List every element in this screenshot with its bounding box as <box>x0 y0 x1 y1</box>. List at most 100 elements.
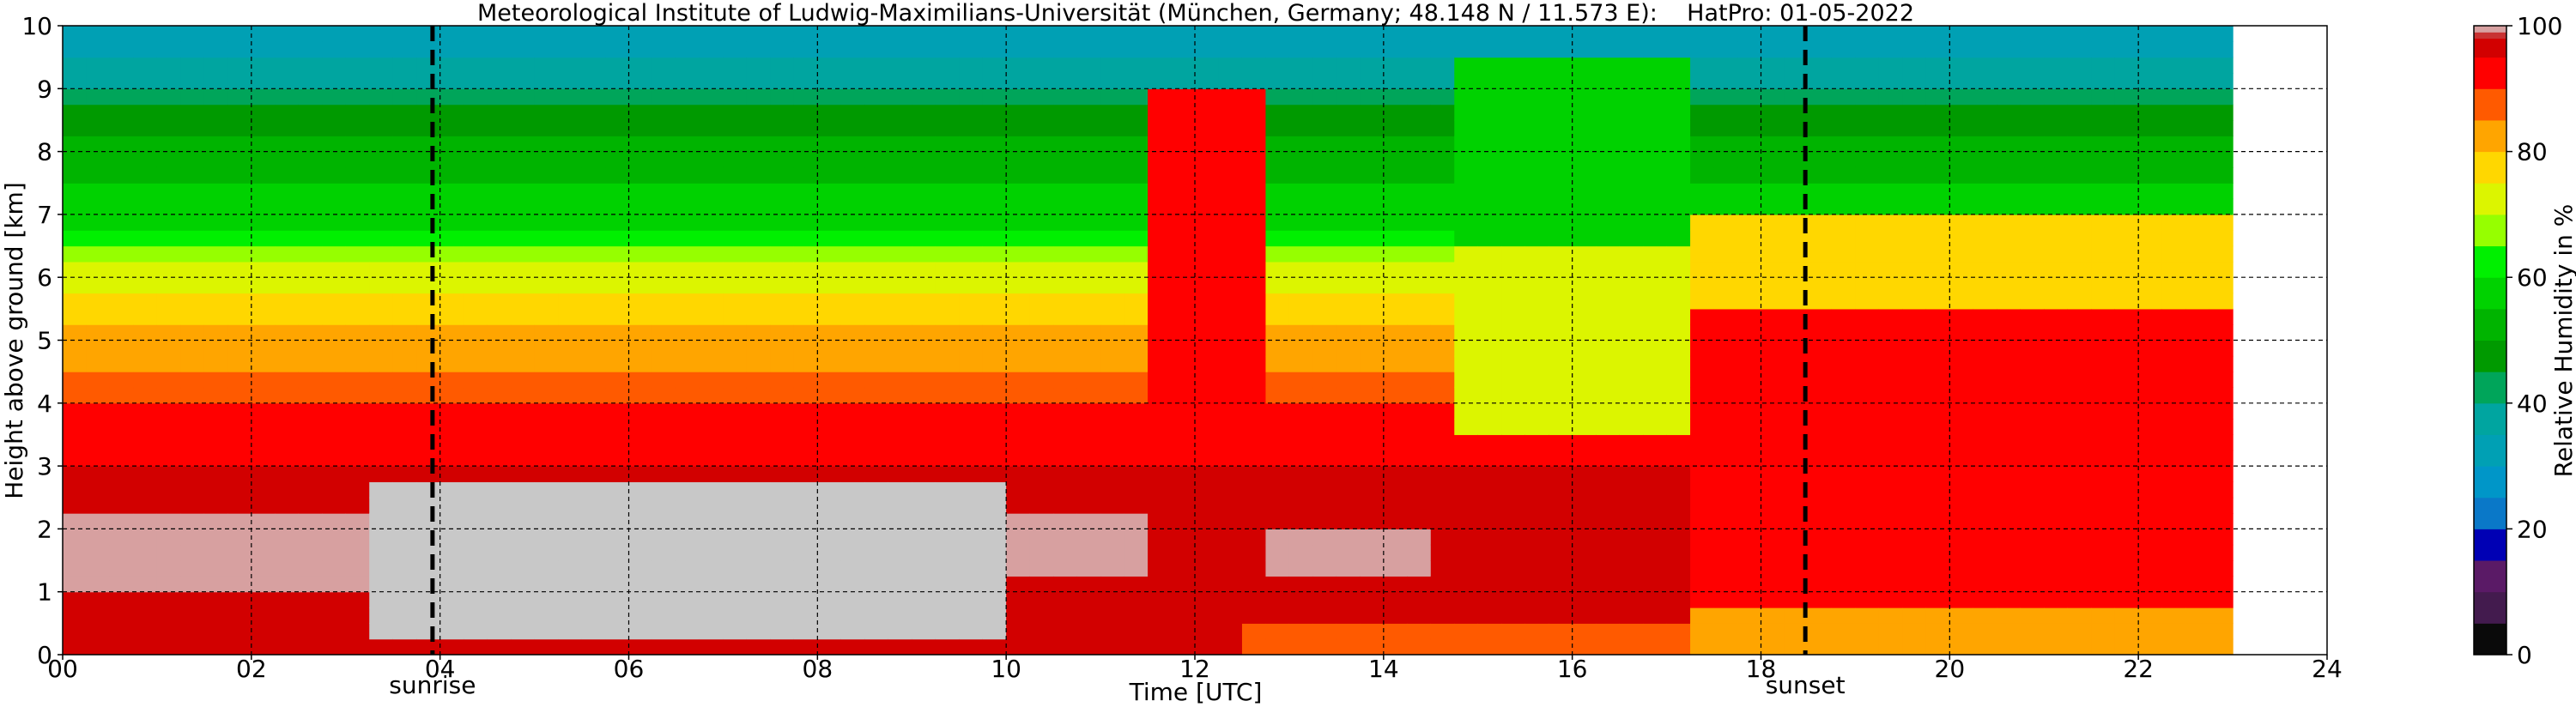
heatmap-cell <box>109 261 135 278</box>
heatmap-cell <box>534 293 559 310</box>
heatmap-cell <box>2067 88 2092 106</box>
heatmap-cell <box>1076 26 1101 42</box>
heatmap-cell <box>1006 576 1031 593</box>
heatmap-cell <box>1148 387 1173 404</box>
heatmap-cell <box>2209 340 2234 357</box>
heatmap-cell <box>369 340 394 357</box>
heatmap-cell <box>1288 402 1313 420</box>
heatmap-cell <box>227 434 252 451</box>
heatmap-cell <box>1029 230 1054 247</box>
heatmap-cell <box>298 151 323 168</box>
heatmap-cell <box>1407 340 1432 357</box>
heatmap-cell <box>156 166 181 184</box>
heatmap-cell <box>1902 72 1927 89</box>
heatmap-cell <box>817 402 842 420</box>
heatmap-cell <box>2185 355 2210 372</box>
heatmap-cell <box>982 450 1007 467</box>
heatmap-cell <box>345 26 370 42</box>
heatmap-cell <box>2020 104 2045 121</box>
heatmap-cell <box>581 324 606 341</box>
heatmap-cell <box>180 529 205 546</box>
heatmap-cell <box>2044 136 2069 153</box>
heatmap-cell <box>912 104 936 121</box>
heatmap-cell <box>1360 214 1385 231</box>
heatmap-cell <box>511 261 536 278</box>
heatmap-cell <box>1430 41 1455 58</box>
heatmap-cell <box>1501 104 1526 121</box>
heatmap-cell <box>251 277 276 294</box>
heatmap-cell <box>1171 497 1196 514</box>
heatmap-cell <box>1265 372 1290 389</box>
heatmap-cell <box>1477 497 1502 514</box>
heatmap-cell <box>935 245 960 263</box>
heatmap-cell <box>676 119 700 136</box>
heatmap-cell <box>1855 638 1880 655</box>
heatmap-cell <box>1360 183 1385 200</box>
heatmap-cell <box>1713 104 1738 121</box>
heatmap-cell <box>628 434 653 451</box>
heatmap-cell <box>770 481 795 499</box>
heatmap-cell <box>2044 104 2069 121</box>
heatmap-cell <box>109 245 135 263</box>
heatmap-cell <box>1855 166 1880 184</box>
heatmap-cell <box>369 591 394 608</box>
heatmap-cell <box>1643 214 1668 231</box>
heatmap-cell <box>392 560 417 577</box>
heatmap-cell <box>180 638 205 655</box>
heatmap-cell <box>133 26 158 42</box>
heatmap-cell <box>1737 308 1762 325</box>
heatmap-cell <box>109 324 135 341</box>
heatmap-cell <box>1407 166 1432 184</box>
heatmap-cell <box>605 166 630 184</box>
heatmap-cell <box>227 277 252 294</box>
heatmap-cell <box>180 57 205 74</box>
heatmap-cell <box>298 230 323 247</box>
heatmap-cell <box>699 245 724 263</box>
heatmap-cell <box>133 466 158 483</box>
heatmap-cell <box>345 340 370 357</box>
heatmap-cell <box>652 340 677 357</box>
colorbar-segment <box>2474 214 2506 247</box>
heatmap-cell <box>227 293 252 310</box>
heatmap-cell <box>770 607 795 624</box>
heatmap-cell <box>511 623 536 640</box>
heatmap-cell <box>251 41 276 58</box>
heatmap-cell <box>1690 136 1715 153</box>
heatmap-cell <box>652 497 677 514</box>
heatmap-cell <box>1973 434 1997 451</box>
heatmap-cell <box>1549 607 1573 624</box>
heatmap-cell <box>1524 355 1549 372</box>
heatmap-cell <box>534 513 559 529</box>
heatmap-cell <box>275 372 300 389</box>
heatmap-cell <box>1100 136 1125 153</box>
heatmap-cell <box>109 623 135 640</box>
heatmap-cell <box>1360 466 1385 483</box>
heatmap-cell <box>982 277 1007 294</box>
heatmap-cell <box>1596 513 1621 529</box>
heatmap-cell <box>1265 26 1290 42</box>
heatmap-cell <box>1501 293 1526 310</box>
heatmap-cell <box>345 324 370 341</box>
heatmap-cell <box>1643 481 1668 499</box>
heatmap-cell <box>1737 261 1762 278</box>
heatmap-cell <box>1218 230 1243 247</box>
heatmap-cell <box>1902 41 1927 58</box>
heatmap-cell <box>1690 355 1715 372</box>
heatmap-cell <box>1006 245 1031 263</box>
heatmap-cell <box>369 245 394 263</box>
heatmap-cell <box>1643 57 1668 74</box>
heatmap-cell <box>534 387 559 404</box>
heatmap-cell <box>227 607 252 624</box>
heatmap-cell <box>1761 26 1785 42</box>
heatmap-cell <box>817 245 842 263</box>
heatmap-cell <box>1831 591 1857 608</box>
heatmap-cell <box>180 434 205 451</box>
heatmap-cell <box>864 261 889 278</box>
heatmap-cell <box>1524 104 1549 121</box>
heatmap-cell <box>817 607 842 624</box>
heatmap-cell <box>1195 466 1220 483</box>
heatmap-cell <box>1430 198 1455 215</box>
heatmap-cell <box>1572 261 1597 278</box>
heatmap-cell <box>180 72 205 89</box>
heatmap-cell <box>1831 151 1857 168</box>
